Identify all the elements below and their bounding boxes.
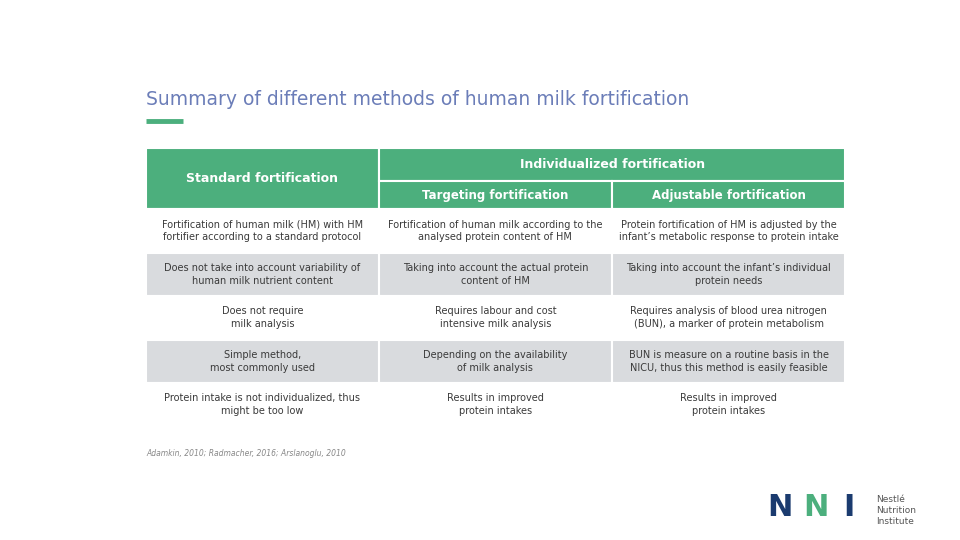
Bar [379,296,612,340]
Bar [612,340,846,383]
Bar [379,148,846,181]
Bar [612,383,846,427]
Text: BUN is measure on a routine basis in the
NICU, thus this method is easily feasib: BUN is measure on a routine basis in the… [629,350,828,373]
Bar [379,383,612,427]
Text: Fortification of human milk according to the
analysed protein content of HM: Fortification of human milk according to… [388,220,603,242]
Text: Targeting fortification: Targeting fortification [422,189,568,202]
Text: I: I [844,493,854,522]
Text: Standard fortification: Standard fortification [186,172,339,185]
Bar [146,253,379,296]
Text: Requires analysis of blood urea nitrogen
(BUN), a marker of protein metabolism: Requires analysis of blood urea nitrogen… [630,307,828,329]
Text: Summary of different methods of human milk fortification: Summary of different methods of human mi… [146,90,689,109]
Text: Individualized fortification: Individualized fortification [519,158,705,171]
Bar [146,209,379,253]
Bar [379,181,612,209]
Text: Fortification of human milk (HM) with HM
fortifier according to a standard proto: Fortification of human milk (HM) with HM… [162,220,363,242]
Bar [612,296,846,340]
Bar [612,253,846,296]
Text: Does not take into account variability of
human milk nutrient content: Does not take into account variability o… [164,263,361,286]
Text: Taking into account the infant’s individual
protein needs: Taking into account the infant’s individ… [626,263,831,286]
Text: Protein intake is not individualized, thus
might be too low: Protein intake is not individualized, th… [164,394,361,416]
Bar [612,181,846,209]
Text: Nestlé: Nestlé [876,495,905,504]
Text: Requires labour and cost
intensive milk analysis: Requires labour and cost intensive milk … [435,307,556,329]
Bar [146,340,379,383]
Bar [146,296,379,340]
Text: Protein fortification of HM is adjusted by the
infant’s metabolic response to pr: Protein fortification of HM is adjusted … [619,220,838,242]
Text: N: N [804,493,828,522]
Bar [379,340,612,383]
Text: Taking into account the actual protein
content of HM: Taking into account the actual protein c… [402,263,588,286]
Text: Results in improved
protein intakes: Results in improved protein intakes [681,394,777,416]
Text: N: N [767,493,792,522]
Text: Nutrition: Nutrition [876,506,916,515]
Bar [146,148,379,209]
Text: Institute: Institute [876,517,914,525]
Bar [612,209,846,253]
Text: Adjustable fortification: Adjustable fortification [652,189,805,202]
Bar [379,253,612,296]
Text: Depending on the availability
of milk analysis: Depending on the availability of milk an… [423,350,567,373]
Text: Adamkin, 2010; Radmacher, 2016; Arslanoglu, 2010: Adamkin, 2010; Radmacher, 2016; Arslanog… [146,449,346,458]
Text: Results in improved
protein intakes: Results in improved protein intakes [447,394,543,416]
Text: Simple method,
most commonly used: Simple method, most commonly used [210,350,315,373]
Bar [146,383,379,427]
Text: Does not require
milk analysis: Does not require milk analysis [222,307,303,329]
Bar [379,209,612,253]
